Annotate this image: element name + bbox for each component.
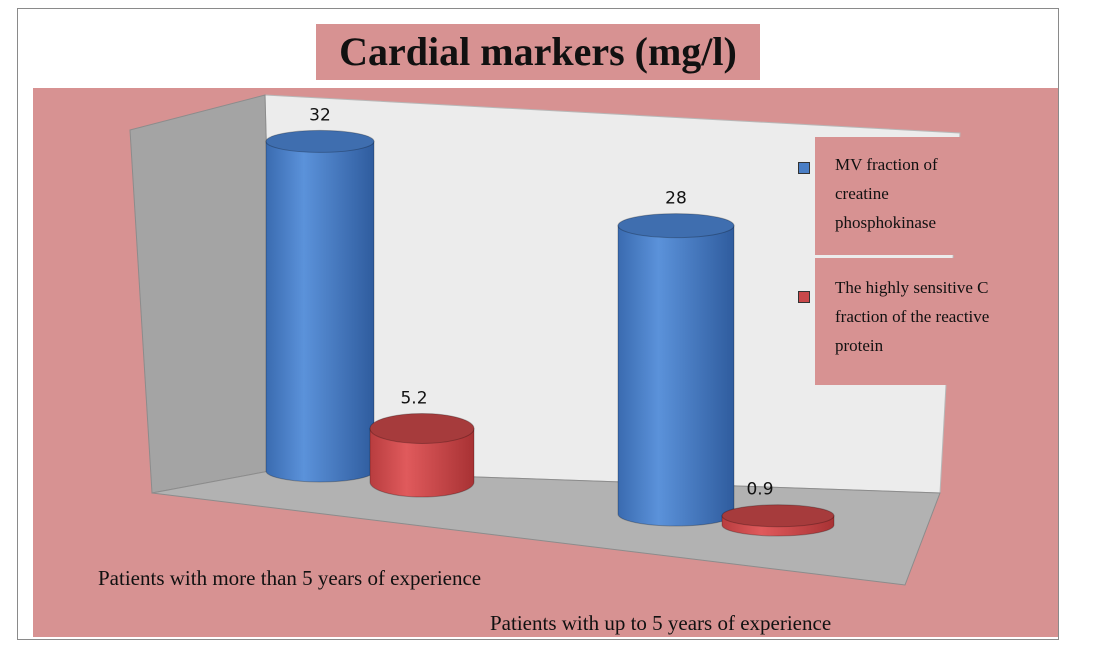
legend-swatch-blue [798,162,810,174]
category-label-1: Patients with more than 5 years of exper… [98,566,482,590]
chart-title: Cardial markers (mg/l) [339,29,737,74]
floor [151,469,941,586]
side-wall [129,94,276,494]
bar-ck-mb-cat2 [617,213,735,527]
data-label-ck-mb-cat1: 32 [309,105,331,125]
bar-hs-crp-cat1 [369,412,475,498]
legend-swatch-red [798,291,810,303]
bar-ck-mb-cat1 [265,129,375,483]
data-label-hs-crp-cat1: 5.2 [400,388,427,408]
legend-label-hs-crp: The highly sensitive C fraction of the r… [835,278,990,355]
legend-entry-box-2 [815,258,995,385]
data-label-ck-mb-cat2: 28 [665,189,687,209]
legend-entry-box-1 [815,137,961,255]
legend-label-ck-mb: MV fraction of creatine phosphokinase [835,155,938,232]
category-label-2: Patients with up to 5 years of experienc… [490,611,832,635]
bar-hs-crp-cat2 [721,504,835,537]
title-background [316,24,760,80]
data-label-hs-crp-cat2: 0.9 [746,480,773,500]
